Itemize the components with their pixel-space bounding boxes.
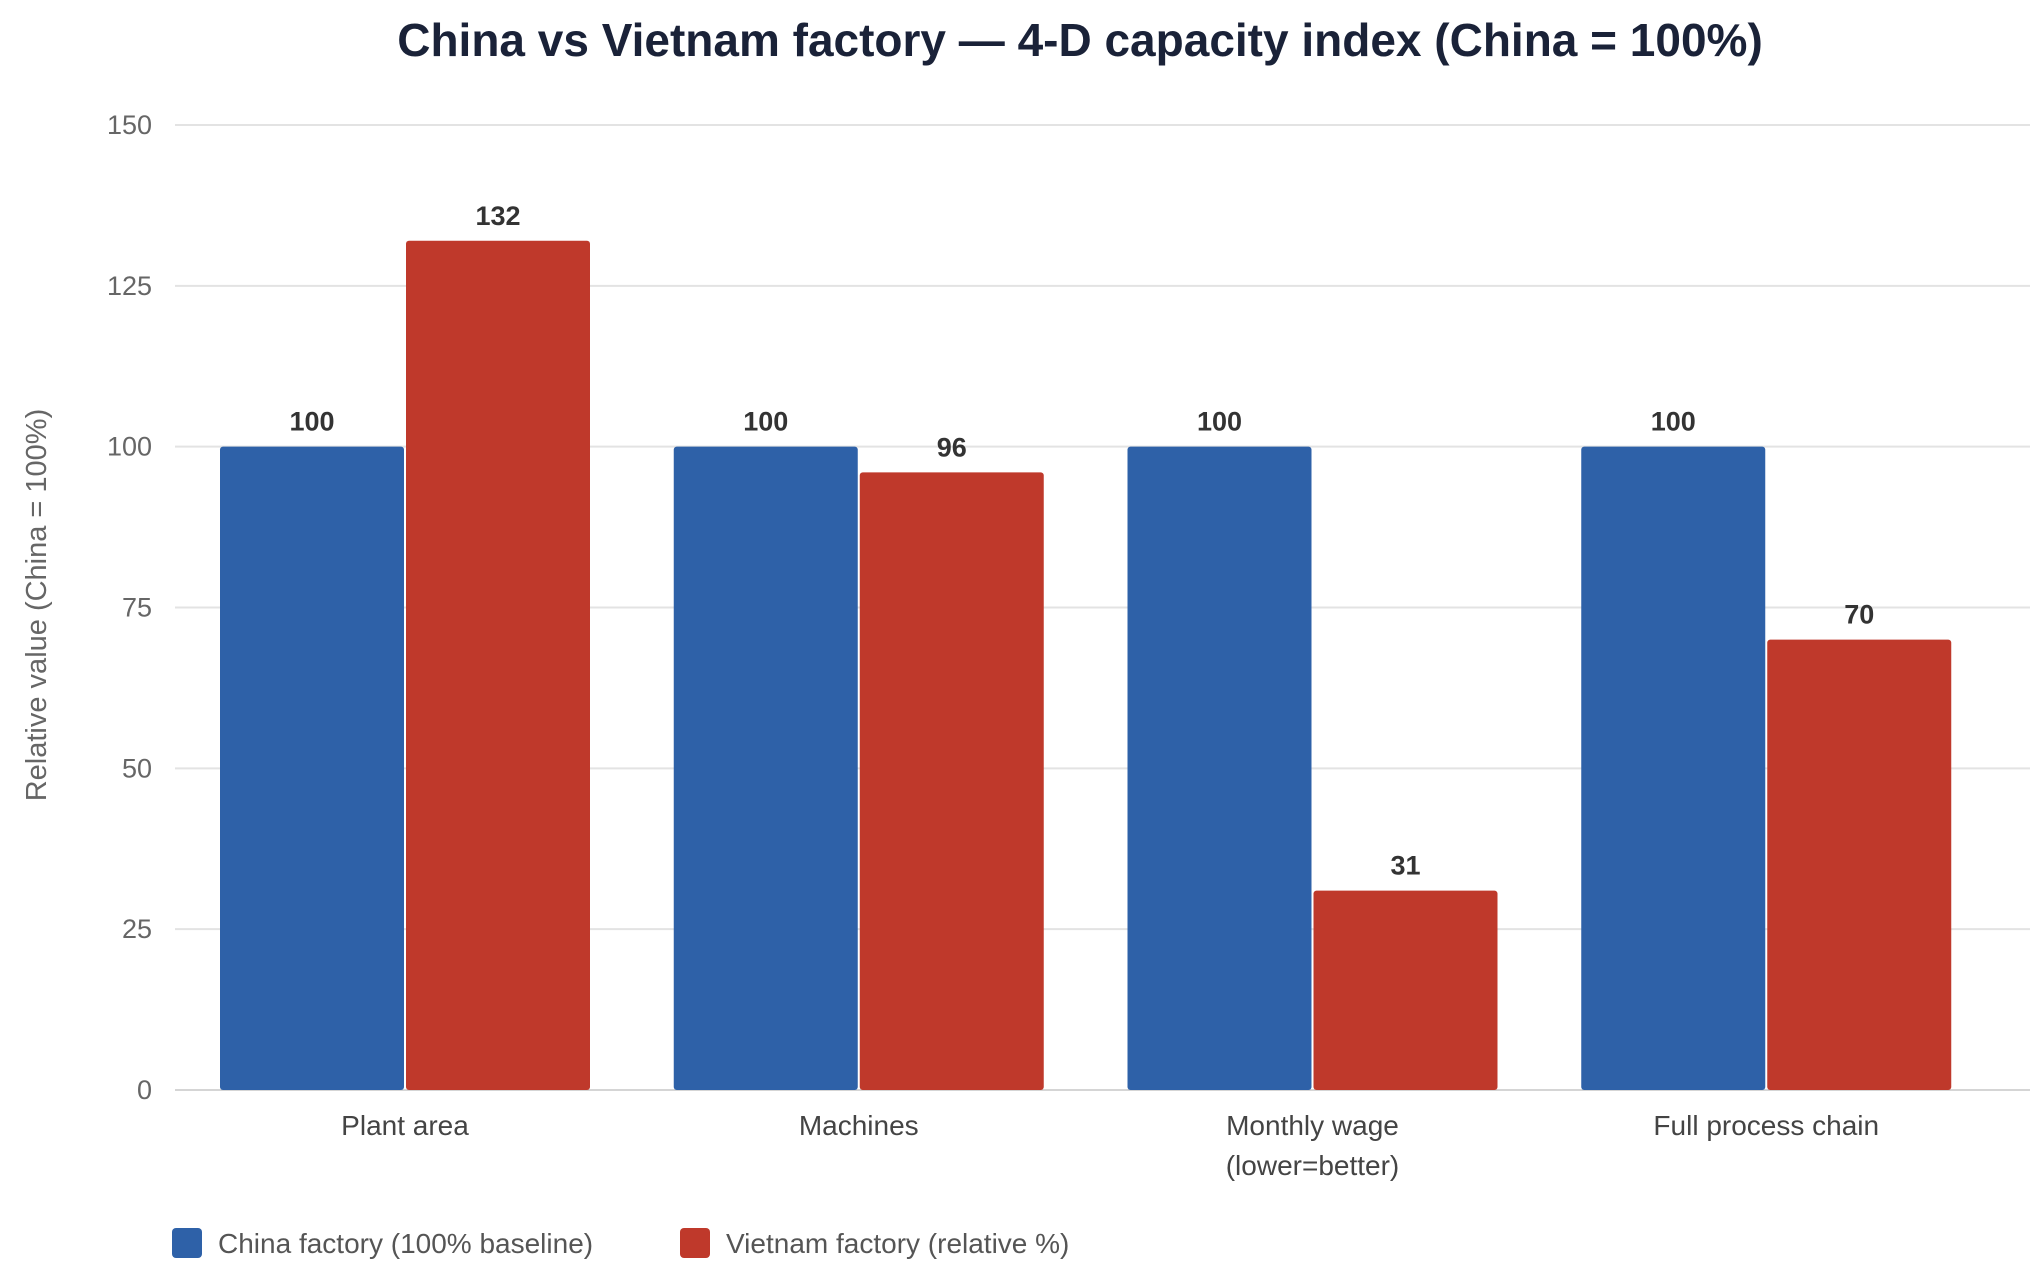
bar-series1-cat2 [1313, 890, 1498, 1090]
data-label-series0-cat1: 100 [743, 407, 788, 437]
legend-label-1: Vietnam factory (relative %) [726, 1228, 1069, 1259]
bar-series0-cat1 [673, 446, 858, 1091]
data-label-series0-cat3: 100 [1651, 407, 1696, 437]
data-label-series1-cat3: 70 [1844, 600, 1874, 630]
y-tick-label-0: 0 [137, 1075, 152, 1105]
data-labels: 100 132 100 96 100 31 100 70 [289, 201, 1874, 881]
y-tick-label-50: 50 [122, 753, 152, 783]
data-label-series1-cat1: 96 [937, 432, 967, 462]
legend-label-0: China factory (100% baseline) [218, 1228, 593, 1259]
bar-series0-cat0 [220, 446, 404, 1091]
bar-series1-cat3 [1767, 639, 1952, 1090]
y-tick-label-125: 125 [107, 271, 152, 301]
data-label-series0-cat2: 100 [1197, 407, 1242, 437]
bar-series0-cat2 [1127, 446, 1312, 1091]
legend-swatch-0 [172, 1228, 202, 1258]
bar-series0-cat3 [1581, 446, 1766, 1091]
x-tick-label-0-line0: Plant area [341, 1110, 469, 1141]
bar-series1-cat0 [406, 240, 590, 1091]
x-tick-label-2-line0: Monthly wage [1226, 1110, 1399, 1141]
x-tick-label-3-line0: Full process chain [1653, 1110, 1879, 1141]
bars [220, 240, 1952, 1091]
y-tick-labels: 0 25 50 75 100 125 150 [107, 110, 152, 1105]
y-axis-label: Relative value (China = 100%) [21, 409, 53, 802]
data-label-series0-cat0: 100 [289, 407, 334, 437]
x-tick-labels: Plant area Machines Monthly wage (lower=bet… [341, 1110, 1879, 1181]
x-tick-label-2-line1: (lower=better) [1226, 1150, 1400, 1181]
legend: China factory (100% baseline) Vietnam fac… [172, 1228, 1069, 1259]
data-label-series1-cat2: 31 [1390, 851, 1420, 881]
x-tick-label-1-line0: Machines [799, 1110, 919, 1141]
y-tick-label-100: 100 [107, 432, 152, 462]
chart-title: China vs Vietnam factory — 4-D capacity … [397, 14, 1763, 66]
data-label-series1-cat0: 132 [475, 201, 520, 231]
y-tick-label-75: 75 [122, 593, 152, 623]
y-tick-label-150: 150 [107, 110, 152, 140]
legend-swatch-1 [680, 1228, 710, 1258]
y-tick-label-25: 25 [122, 914, 152, 944]
bar-series1-cat1 [859, 472, 1044, 1090]
